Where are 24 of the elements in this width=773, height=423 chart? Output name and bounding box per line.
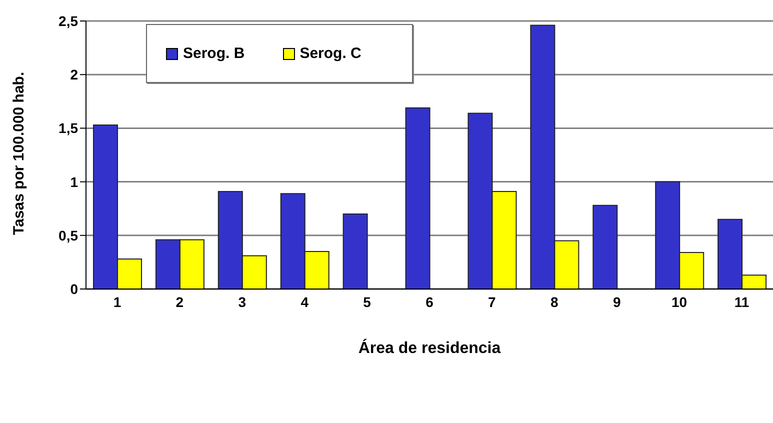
y-tick-label: 2,5 bbox=[58, 12, 78, 29]
x-axis-title: Área de residencia bbox=[358, 338, 501, 357]
x-tick-label: 10 bbox=[672, 294, 688, 310]
bar bbox=[342, 213, 368, 289]
x-tick-label: 1 bbox=[113, 294, 122, 310]
y-tick-label: 0,5 bbox=[58, 227, 78, 244]
x-tick-label: 7 bbox=[488, 294, 496, 310]
legend-label: Serog. B bbox=[182, 45, 245, 62]
x-tick-label: 9 bbox=[612, 294, 621, 310]
x-tick-label: 6 bbox=[426, 294, 434, 310]
y-tick-label: 0 bbox=[70, 280, 78, 297]
x-tick-label: 2 bbox=[176, 294, 184, 310]
x-tick-label: 3 bbox=[238, 294, 246, 310]
y-axis-title: Tasas por 100.000 hab. bbox=[10, 72, 28, 235]
x-tick-label: 11 bbox=[734, 294, 750, 310]
legend-label: Serog. C bbox=[298, 45, 362, 62]
y-tick-label: 1,5 bbox=[58, 120, 78, 136]
bar bbox=[405, 107, 430, 289]
x-tick-label: 5 bbox=[363, 294, 372, 310]
x-tick-label: 8 bbox=[550, 294, 559, 310]
y-tick-label: 2 bbox=[70, 66, 78, 83]
x-tick-label: 4 bbox=[300, 294, 309, 310]
y-tick-label: 1 bbox=[70, 174, 78, 190]
bar bbox=[592, 204, 618, 289]
